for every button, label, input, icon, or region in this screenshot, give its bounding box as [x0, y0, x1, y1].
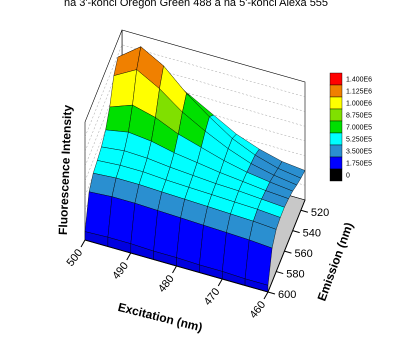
- legend-label: 8.750E5: [346, 112, 372, 119]
- z-axis-label: Fluorescence Intensity: [56, 104, 75, 235]
- y-tick: [267, 291, 276, 295]
- axis-line: [267, 199, 306, 293]
- surface-cell: [105, 104, 133, 133]
- legend-label: 7.000E5: [346, 124, 372, 131]
- legend-swatch: [329, 108, 343, 122]
- y-tick-label: 600: [278, 289, 296, 301]
- y-tick: [292, 230, 300, 234]
- surface-cell: [222, 232, 250, 280]
- legend-label: 1.000E6: [346, 100, 372, 107]
- wall-grid: [84, 88, 306, 182]
- legend-label: 3.500E5: [346, 148, 372, 155]
- x-tick: [126, 252, 132, 261]
- surface-cell: [153, 210, 181, 258]
- legend-label: 5.250E5: [346, 136, 372, 143]
- legend-swatch: [329, 96, 343, 110]
- y-tick: [276, 271, 284, 275]
- surface-cell: [130, 202, 158, 252]
- legend-swatch: [329, 120, 343, 134]
- x-tick: [263, 291, 269, 300]
- y-tick: [284, 250, 292, 254]
- legend-label: 0: [346, 172, 350, 179]
- wall-grid: [84, 44, 306, 137]
- surface-cell: [176, 217, 204, 266]
- legend-swatch: [329, 156, 343, 170]
- surface-cell: [84, 191, 113, 238]
- legend-label: 1.125E6: [346, 88, 372, 95]
- legend-swatch: [329, 72, 343, 86]
- wall-grid: [84, 74, 306, 167]
- legend-swatch: [329, 132, 343, 146]
- y-tick-label: 560: [294, 248, 312, 260]
- y-tick-label: 520: [311, 207, 329, 219]
- y-tick-label: 540: [303, 228, 321, 240]
- legend-swatch: [329, 84, 343, 98]
- y-tick: [300, 209, 309, 213]
- x-tick: [217, 278, 223, 287]
- surface-cell: [107, 196, 136, 244]
- legend-swatch: [329, 168, 343, 182]
- wall-grid: [84, 59, 306, 152]
- surface-cell: [199, 224, 227, 272]
- surface-cell: [244, 239, 273, 286]
- legend-label: 1.400E6: [346, 76, 372, 83]
- y-tick-label: 580: [286, 268, 304, 280]
- x-tick: [172, 265, 177, 274]
- legend-label: 1.750E5: [346, 160, 372, 167]
- legend-swatch: [329, 144, 343, 158]
- x-tick: [80, 239, 86, 248]
- chart-title: na 3'-konci Oregon Green 488 a na 5'-kon…: [64, 0, 328, 9]
